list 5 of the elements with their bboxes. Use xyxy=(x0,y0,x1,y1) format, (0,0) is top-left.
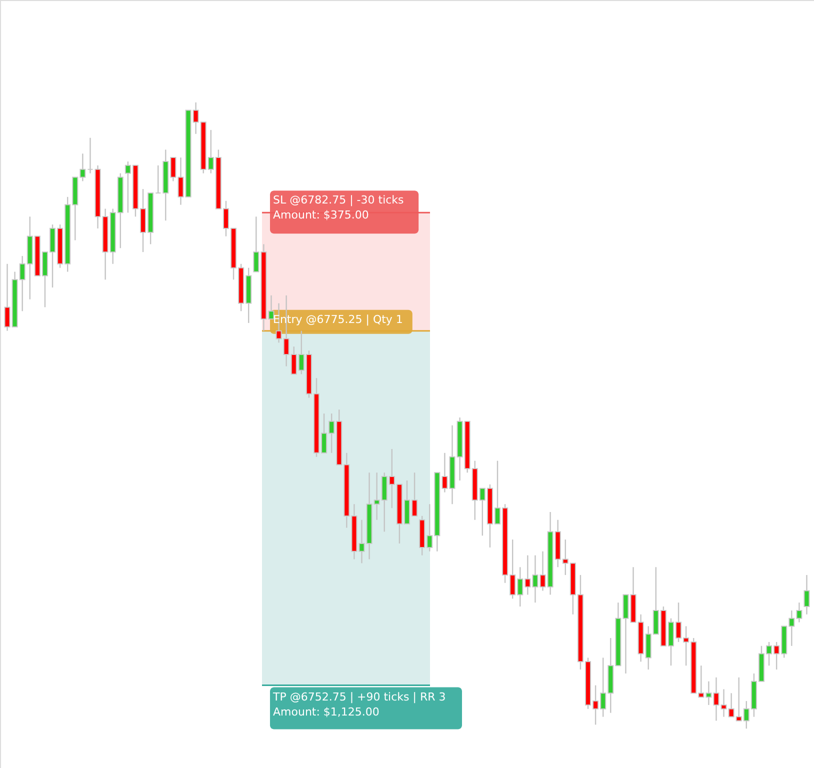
candlestick xyxy=(804,574,810,615)
ref-line-label: TP @6752.75 | +90 ticks | RR 3 Amount: $1,125.00 xyxy=(272,690,446,718)
candlestick xyxy=(155,164,162,194)
candlestick xyxy=(87,137,94,174)
ref-line-label: SL @6782.75 | -30 ticks Amount: $375.00 xyxy=(273,194,404,222)
